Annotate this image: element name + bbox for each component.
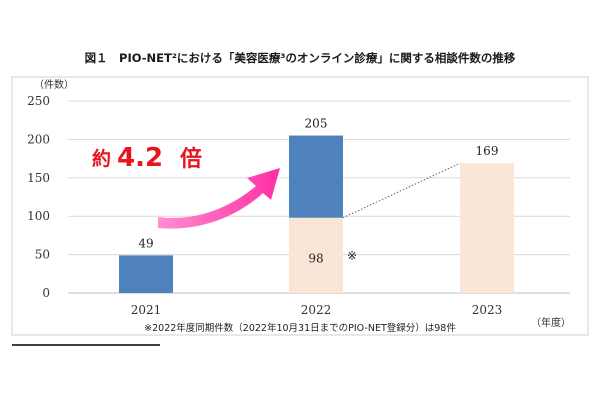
bar-2022-same-period [289, 217, 343, 293]
bar-2023 [460, 163, 514, 293]
y-tick-label: 150 [27, 171, 50, 185]
labels: 49 205 169 98 ※ [138, 117, 498, 266]
footnote: ※2022年度同期件数（2022年10月31日までのPIO-NET登録分）は98… [144, 322, 456, 334]
callout-suffix: 倍 [180, 146, 202, 172]
callout: 約 4.2 倍 [92, 143, 280, 229]
y-tick-label: 200 [27, 132, 50, 146]
growth-arrow [158, 168, 280, 229]
y-tick-label: 250 [27, 94, 50, 108]
chart-title: 図１ PIO-NET²における「美容医療³のオンライン診療」に関する相談件数の推… [85, 51, 516, 65]
x-tick-label: 2023 [472, 303, 503, 317]
data-label: 205 [305, 117, 328, 131]
x-axis-unit: （年度） [531, 316, 571, 329]
connector-line [342, 162, 461, 219]
x-tick-label: 2021 [131, 303, 162, 317]
data-label-same-period: 98 [308, 252, 323, 266]
y-tick-label: 0 [42, 286, 50, 300]
y-tick-label: 50 [35, 248, 50, 262]
plot-frame [11, 76, 589, 336]
callout-number: 4.2 [117, 143, 163, 173]
y-tick-label: 100 [27, 209, 50, 223]
bar-2022-remainder [289, 135, 343, 218]
data-label: 169 [476, 144, 499, 158]
callout-prefix: 約 [92, 147, 111, 170]
bar-2021 [119, 255, 173, 293]
x-tick-label: 2022 [301, 303, 332, 317]
same-period-mark: ※ [347, 249, 357, 263]
bars [119, 135, 514, 293]
data-label: 49 [138, 236, 153, 250]
y-axis-unit: （件数） [34, 78, 74, 91]
